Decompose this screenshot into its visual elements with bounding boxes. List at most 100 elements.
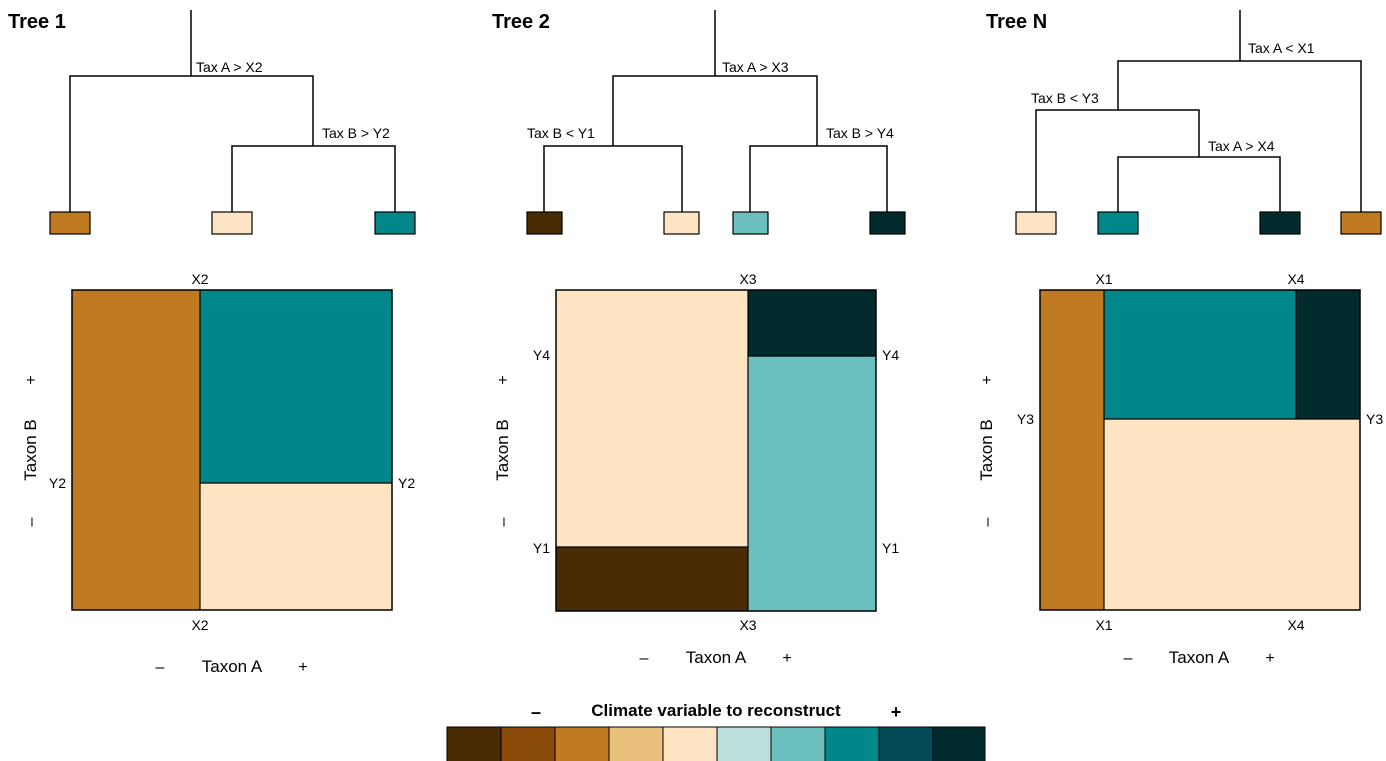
- tree-1-y-tick-left: Y2: [49, 475, 66, 491]
- legend-plus: +: [891, 702, 902, 722]
- tree-n-split-1-label: Tax A < X1: [1248, 40, 1315, 56]
- legend-swatch-3: [555, 727, 609, 761]
- tree-1-split-2-edges: [231, 145, 396, 212]
- tree-2-y-axis-label: Taxon B: [493, 419, 512, 480]
- legend-swatch-4: [609, 727, 663, 761]
- tree-n-y-minus: –: [979, 517, 996, 526]
- tree-n-x-axis-label: Taxon A: [1169, 648, 1230, 667]
- tree-2-y-tick-left-y1: Y1: [533, 540, 550, 556]
- tree-1-partition-plot: [71, 289, 393, 611]
- legend-swatch-7: [771, 727, 825, 761]
- tree-n-title: Tree N: [986, 11, 1047, 33]
- tree-2-x-tick-bottom: X3: [739, 617, 756, 633]
- tree-2-plot-frame: [555, 289, 877, 612]
- legend-swatch-1: [447, 727, 501, 761]
- tree-1-plot-frame: [71, 289, 393, 611]
- tree-n: Tree N Tax A < X1 Tax B < Y3 Tax A > X4 …: [977, 10, 1383, 667]
- tree-2-leaf-4: [869, 211, 906, 235]
- tree-n-plot-frame: [1039, 289, 1361, 611]
- tree-1-leaf-1: [49, 211, 91, 235]
- tree-n-leaf-1: [1015, 211, 1057, 235]
- tree-1-leaf-3: [374, 211, 416, 235]
- tree-2-x-axis-label: Taxon A: [686, 648, 747, 667]
- tree-2-x-plus: +: [782, 650, 791, 667]
- tree-n-leaf-3: [1259, 211, 1301, 235]
- tree-n-split-3-edges: [1117, 156, 1281, 212]
- tree-n-region-top-right: [1296, 290, 1360, 419]
- tree-1-dendrogram: [69, 10, 396, 212]
- tree-1-x-tick-top: X2: [191, 271, 208, 287]
- tree-1-split-1-label: Tax A > X2: [196, 59, 263, 75]
- tree-1-region-left: [72, 290, 200, 610]
- legend-swatch-borders: [446, 726, 986, 761]
- tree-1-split-2-label: Tax B > Y2: [322, 125, 390, 141]
- tree-1-y-axis-label: Taxon B: [21, 419, 40, 480]
- tree-2-region-top-left: [556, 290, 748, 547]
- legend-swatch-5: [663, 727, 717, 761]
- tree-1: Tree 1 Tax A > X2 Tax B > Y2 X2 X2 Y2 Y2…: [8, 10, 416, 676]
- tree-n-dendrogram: [1035, 10, 1362, 212]
- legend-swatch-6: [717, 727, 771, 761]
- tree-n-x-plus: +: [1265, 650, 1274, 667]
- tree-n-region-left: [1040, 290, 1104, 610]
- tree-2-y-tick-left-y4: Y4: [533, 347, 550, 363]
- tree-n-leaf-2: [1097, 211, 1139, 235]
- color-legend: – Climate variable to reconstruct +: [446, 701, 986, 761]
- tree-1-title: Tree 1: [8, 11, 66, 33]
- tree-n-x-tick-top-x4: X4: [1287, 271, 1304, 287]
- tree-2-split-2-label: Tax B < Y1: [527, 125, 595, 141]
- tree-1-split-1-edges: [69, 75, 314, 212]
- tree-2-split-2-edges: [543, 145, 683, 212]
- tree-n-x-tick-top-x1: X1: [1095, 271, 1112, 287]
- tree-n-y-axis-label: Taxon B: [977, 419, 996, 480]
- tree-1-leaf-2: [211, 211, 253, 235]
- tree-2-region-bottom-right: [748, 356, 876, 611]
- tree-n-split-1-edges: [1117, 60, 1362, 212]
- tree-n-partition-plot: [1039, 289, 1361, 611]
- tree-n-y-plus: +: [979, 375, 996, 384]
- legend-title: Climate variable to reconstruct: [591, 701, 841, 720]
- tree-1-x-axis-label: Taxon A: [202, 657, 263, 676]
- tree-2-y-plus: +: [495, 375, 512, 384]
- tree-2-leaf-3: [732, 211, 769, 235]
- tree-n-x-minus: –: [1124, 650, 1133, 667]
- tree-n-y-tick-right: Y3: [1366, 411, 1383, 427]
- tree-n-x-tick-bottom-x4: X4: [1287, 617, 1304, 633]
- legend-swatch-10: [933, 727, 985, 761]
- tree-2-split-1-label: Tax A > X3: [722, 59, 789, 75]
- tree-2-split-3-label: Tax B > Y4: [826, 125, 894, 141]
- tree-2-split-1-edges: [612, 75, 818, 146]
- tree-2-x-tick-top: X3: [739, 271, 756, 287]
- tree-2-y-tick-right-y4: Y4: [882, 347, 899, 363]
- legend-minus: –: [531, 702, 541, 722]
- tree-1-x-plus: +: [298, 659, 307, 676]
- tree-1-region-top-right: [200, 290, 392, 483]
- tree-2-partition-plot: [555, 289, 877, 612]
- tree-n-split-2-edges: [1035, 109, 1200, 212]
- tree-2: Tree 2 Tax A > X3 Tax B < Y1 Tax B > Y4 …: [492, 10, 906, 667]
- tree-n-y-tick-left: Y3: [1017, 411, 1034, 427]
- tree-1-y-tick-right: Y2: [398, 475, 415, 491]
- tree-1-region-bottom-right: [200, 483, 392, 610]
- tree-2-split-3-edges: [749, 145, 888, 212]
- legend-swatch-9: [879, 727, 933, 761]
- tree-1-y-plus: +: [23, 375, 40, 384]
- tree-2-y-tick-right-y1: Y1: [882, 540, 899, 556]
- tree-2-region-bottom-left: [556, 547, 748, 611]
- tree-2-region-top-right: [748, 290, 876, 356]
- tree-2-leaf-1: [526, 211, 563, 235]
- tree-n-x-tick-bottom-x1: X1: [1095, 617, 1112, 633]
- tree-n-split-3-label: Tax A > X4: [1208, 138, 1275, 154]
- tree-1-y-minus: –: [23, 517, 40, 526]
- tree-1-x-tick-bottom: X2: [191, 617, 208, 633]
- tree-2-x-minus: –: [640, 650, 649, 667]
- tree-n-split-2-label: Tax B < Y3: [1031, 90, 1099, 106]
- tree-n-leaf-4: [1340, 211, 1382, 235]
- tree-n-region-bottom: [1104, 419, 1360, 610]
- tree-n-region-top-middle: [1104, 290, 1296, 419]
- tree-2-y-minus: –: [495, 517, 512, 526]
- tree-2-leaf-2: [663, 211, 700, 235]
- legend-swatch-8: [825, 727, 879, 761]
- legend-swatch-2: [501, 727, 555, 761]
